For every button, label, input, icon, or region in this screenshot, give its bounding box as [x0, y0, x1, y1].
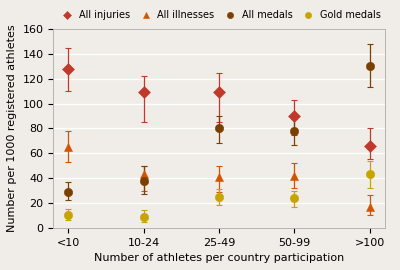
X-axis label: Number of athletes per country participation: Number of athletes per country participa… [94, 253, 344, 263]
Y-axis label: Number per 1000 registered athletes: Number per 1000 registered athletes [7, 25, 17, 232]
Legend: All injuries, All illnesses, All medals, Gold medals: All injuries, All illnesses, All medals,… [56, 8, 382, 22]
